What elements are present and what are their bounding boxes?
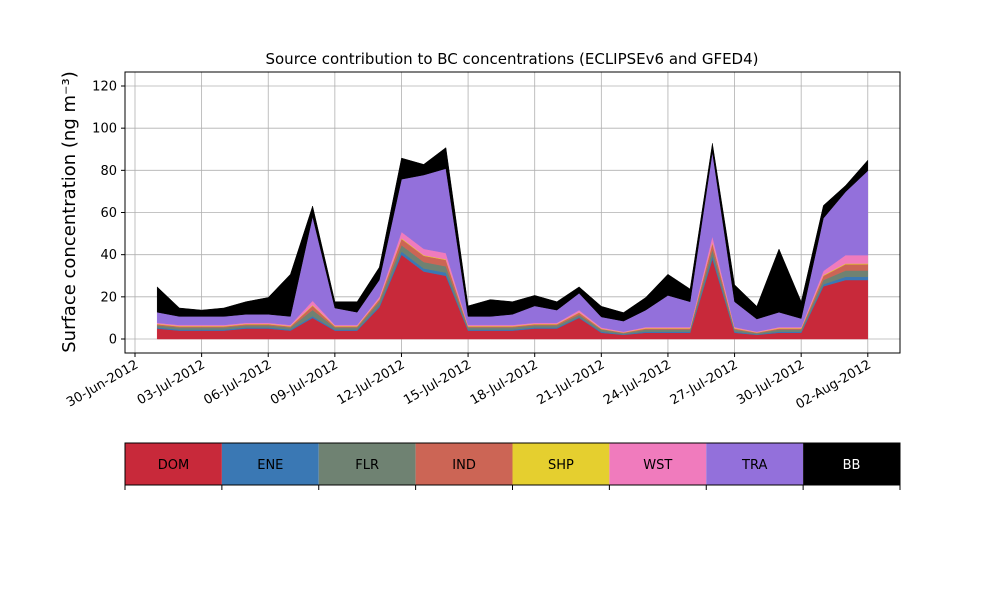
x-tick-label: 15-Jul-2012 <box>401 357 474 408</box>
y-tick-label: 120 <box>92 80 117 95</box>
legend-label-ene: ENE <box>257 458 283 473</box>
plot-areas <box>156 143 869 340</box>
x-tick-label: 09-Jul-2012 <box>268 357 341 408</box>
legend-swatch-ind <box>415 443 513 485</box>
chart-title: Source contribution to BC concentrations… <box>265 50 758 68</box>
legend-label-shp: SHP <box>548 458 574 473</box>
legend-swatch-dom <box>125 443 222 485</box>
x-tick-label: 03-Jul-2012 <box>135 357 208 408</box>
legend-label-dom: DOM <box>158 458 189 473</box>
legend-swatch-ene <box>221 443 319 485</box>
y-axis-ticks: 0 20 40 60 80 100 120 <box>92 80 125 348</box>
legend-label-bb: BB <box>843 458 861 473</box>
y-axis-label: Surface concentration (ng m⁻³) <box>59 71 80 353</box>
x-tick-label: 02-Aug-2012 <box>793 357 873 412</box>
x-tick-label: 18-Jul-2012 <box>468 357 541 408</box>
x-tick-label: 27-Jul-2012 <box>668 357 741 408</box>
legend-colorbar: DOM ENE FLR IND SHP WST TRA BB <box>124 442 901 490</box>
y-tick-label: 20 <box>100 290 117 305</box>
legend-swatch-wst <box>609 443 707 485</box>
x-tick-label: 24-Jul-2012 <box>601 357 674 408</box>
y-tick-label: 80 <box>100 164 117 179</box>
y-tick-label: 100 <box>92 122 117 137</box>
legend-swatch-shp <box>512 443 610 485</box>
legend-swatch-bb <box>803 443 900 485</box>
legend-label-wst: WST <box>643 458 672 473</box>
y-tick-label: 40 <box>100 248 117 263</box>
x-tick-label: 21-Jul-2012 <box>535 357 608 408</box>
x-tick-label: 12-Jul-2012 <box>335 357 408 408</box>
legend-label-ind: IND <box>452 458 476 473</box>
x-tick-label: 30-Jun-2012 <box>64 357 141 410</box>
legend-swatch-flr <box>318 443 416 485</box>
x-tick-label: 06-Jul-2012 <box>201 357 274 408</box>
legend-swatch-tra <box>706 443 804 485</box>
legend-label-flr: FLR <box>355 458 379 473</box>
y-tick-label: 60 <box>100 206 117 221</box>
area-bb <box>156 143 869 322</box>
x-axis-ticks: 30-Jun-201203-Jul-201206-Jul-201209-Jul-… <box>64 353 874 413</box>
legend-label-tra: TRA <box>741 458 767 473</box>
y-tick-label: 0 <box>109 333 117 348</box>
